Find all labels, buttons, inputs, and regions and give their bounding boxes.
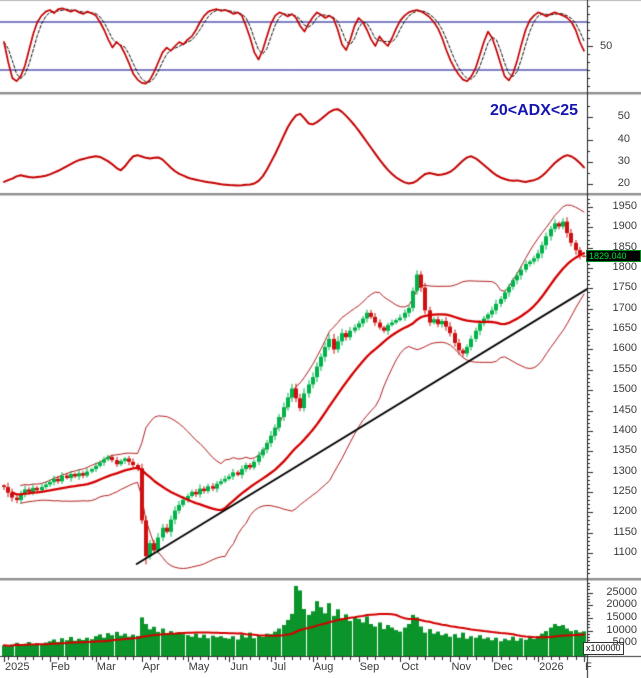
stochastic-panel[interactable] bbox=[0, 2, 587, 88]
time-axis bbox=[0, 656, 641, 678]
volume-panel[interactable] bbox=[0, 581, 587, 656]
price-panel[interactable] bbox=[0, 197, 587, 577]
adx-panel[interactable] bbox=[0, 96, 587, 192]
